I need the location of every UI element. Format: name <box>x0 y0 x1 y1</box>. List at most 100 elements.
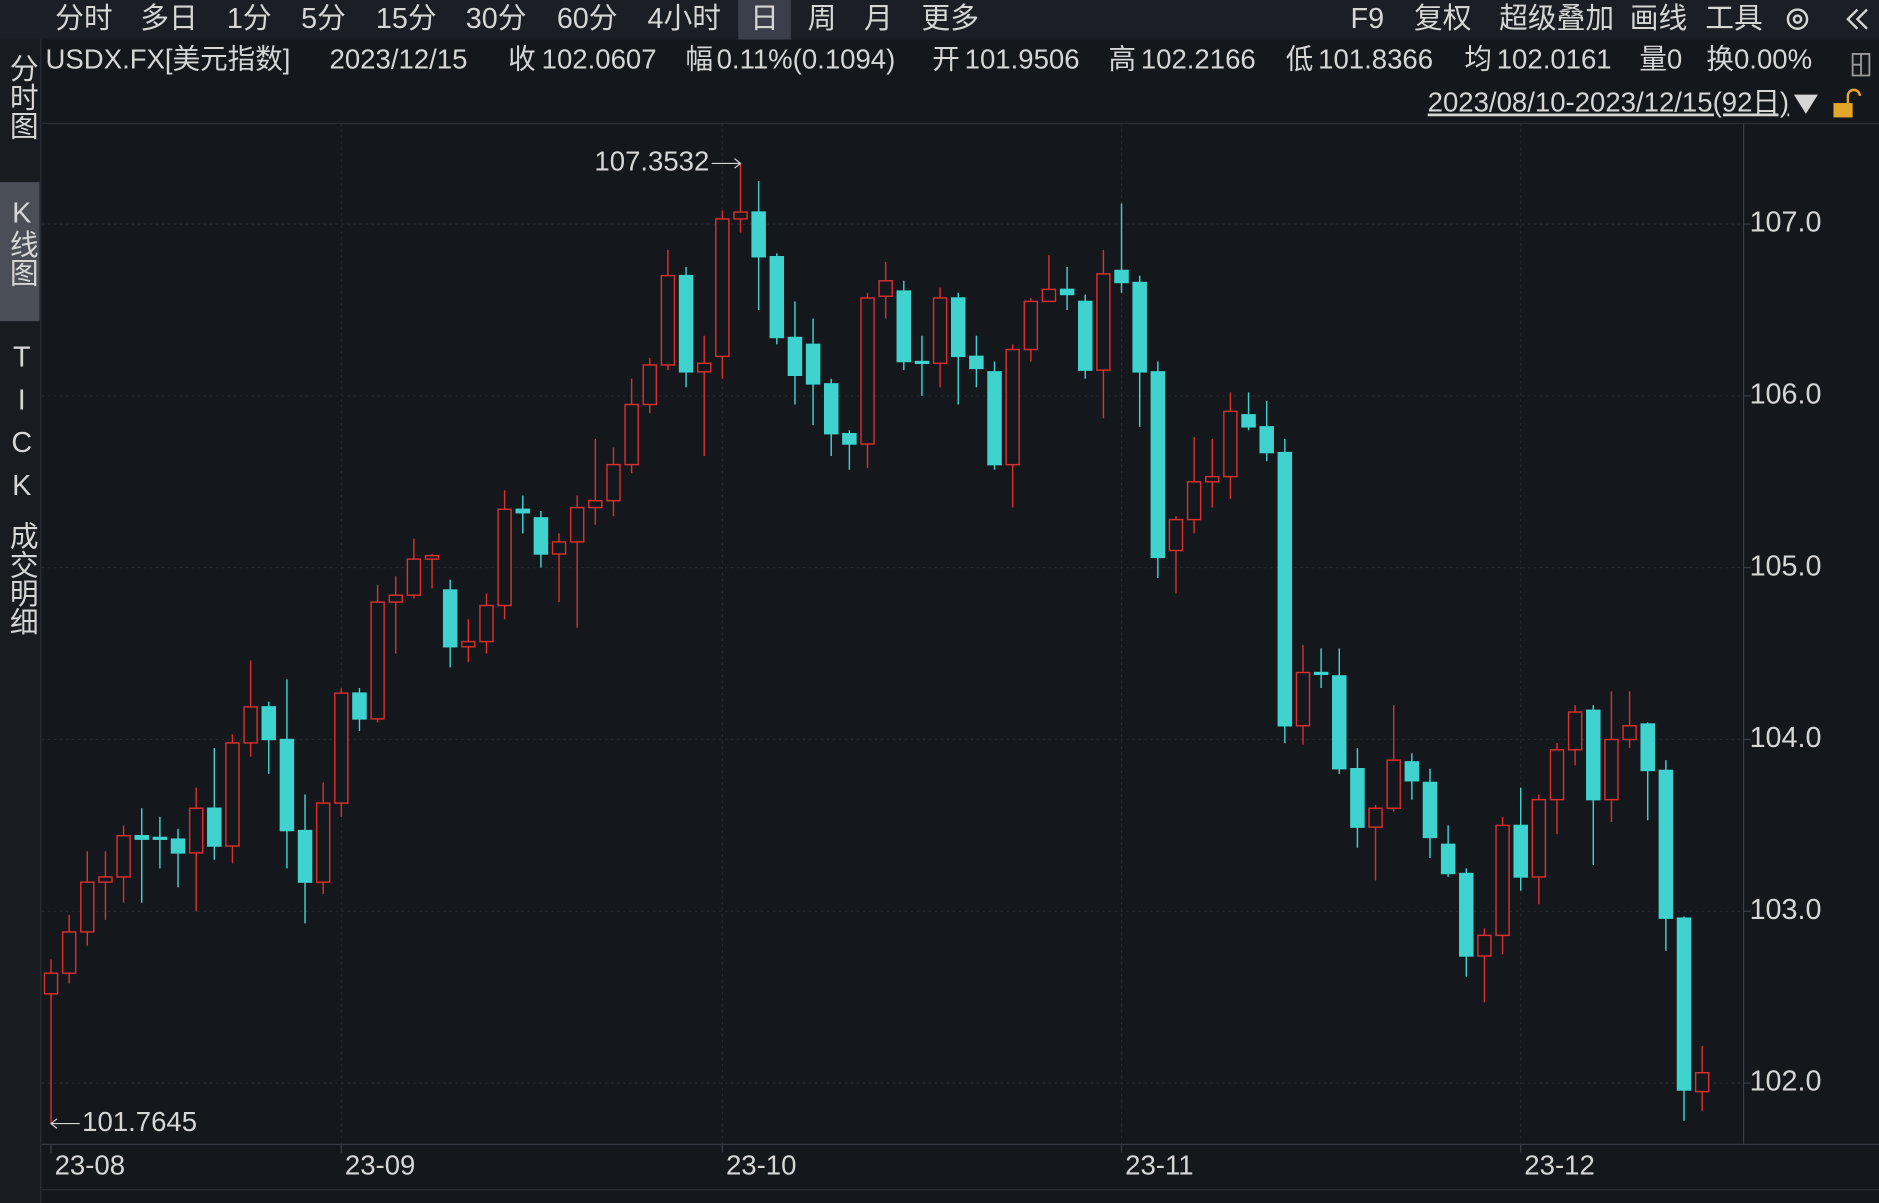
toolbar <box>0 0 1879 40</box>
range-dropdown[interactable] <box>1793 94 1818 114</box>
candle-body <box>1640 723 1655 772</box>
info-field: 102.0607 <box>542 43 657 74</box>
candle-body <box>969 355 984 370</box>
lock-shackle[interactable] <box>1846 88 1862 104</box>
info-field: 102.2166 <box>1141 43 1256 74</box>
candle-body <box>1041 288 1057 303</box>
toolbar-button[interactable]: 15分 <box>376 3 437 35</box>
candle-body <box>1604 738 1619 801</box>
toolbar-right-button[interactable]: F9 <box>1351 3 1385 35</box>
toolbar-button[interactable]: 更多 <box>922 3 980 35</box>
candle-body <box>950 297 966 358</box>
toolbar-right-button[interactable]: 超级叠加 <box>1499 3 1614 35</box>
toolbar-button[interactable]: 60分 <box>557 3 618 35</box>
toolbar-button[interactable]: 4小时 <box>648 3 722 35</box>
x-tick-label: 23-12 <box>1524 1149 1594 1180</box>
candle-body <box>279 738 295 832</box>
candle-body <box>497 508 512 607</box>
candle-body <box>61 931 77 974</box>
candle-body <box>660 274 676 366</box>
candle-body <box>588 499 603 509</box>
info-field: 开 <box>932 43 960 74</box>
info-field: 102.0161 <box>1497 43 1612 74</box>
toolbar-right-button[interactable]: 工具 <box>1705 3 1763 35</box>
candle-body <box>134 835 149 840</box>
candle-body <box>98 876 113 883</box>
sidebar-tab[interactable]: K线图 <box>6 198 38 287</box>
sidebar-tab[interactable]: 成交明细 <box>6 521 38 636</box>
high-label: 107.3532 <box>594 146 709 177</box>
candle-body <box>1186 481 1202 521</box>
candle-body <box>188 807 204 854</box>
candle-body <box>1567 711 1583 751</box>
candle-body <box>442 589 458 648</box>
panel-icon[interactable] <box>1851 53 1871 77</box>
candle-body <box>1549 749 1565 801</box>
x-tick-label: 23-09 <box>345 1149 415 1180</box>
gear-center[interactable] <box>1792 14 1803 24</box>
candle-body <box>43 972 59 995</box>
candle-body <box>225 742 240 847</box>
candle-body <box>1005 348 1020 466</box>
candle-body <box>461 640 476 648</box>
candle-body <box>1586 709 1601 801</box>
info-field: 收 <box>508 43 536 74</box>
candle-body <box>932 297 948 364</box>
y-tick-label: 105.0 <box>1750 550 1822 582</box>
candle-body <box>424 554 440 560</box>
toolbar-button[interactable]: 日 <box>750 3 779 35</box>
candle-body <box>733 211 748 220</box>
candle-body <box>624 403 639 466</box>
candle-body <box>1459 872 1474 957</box>
date-range[interactable]: 2023/08/10-2023/12/15(92日) <box>1428 87 1789 118</box>
toolbar-button[interactable]: 1分 <box>227 3 272 35</box>
lock-body[interactable] <box>1833 103 1853 118</box>
candle-body <box>352 692 367 720</box>
candle-body <box>1513 824 1528 878</box>
candle-body <box>1658 769 1674 919</box>
candle-body <box>551 541 567 555</box>
low-arrowhead <box>50 1118 58 1129</box>
toolbar-button[interactable]: 5分 <box>301 3 346 35</box>
candle-body <box>515 508 531 514</box>
candle-body <box>860 297 875 445</box>
candle-body <box>315 802 331 883</box>
toolbar-button[interactable]: 月 <box>864 3 893 35</box>
toolbar-button[interactable]: 周 <box>808 3 837 35</box>
toolbar-right-button[interactable]: 复权 <box>1414 3 1472 35</box>
candle-body <box>243 706 258 744</box>
low-label: 101.7645 <box>82 1106 197 1137</box>
toolbar-button[interactable]: 分时 <box>55 3 113 35</box>
x-tick-label: 23-11 <box>1125 1149 1193 1180</box>
info-field: 均 <box>1464 43 1492 74</box>
candle-body <box>370 601 385 720</box>
candle-body <box>914 360 930 365</box>
gear[interactable] <box>1786 8 1809 30</box>
candle-body <box>751 211 766 258</box>
sidebar-tab[interactable]: TICK <box>6 341 38 512</box>
candle-body <box>1350 768 1365 828</box>
collapse-icon[interactable] <box>1846 8 1868 30</box>
toolbar-right-button[interactable]: 画线 <box>1630 3 1688 35</box>
candle-body <box>1531 798 1547 878</box>
lock-icon[interactable] <box>1833 88 1862 118</box>
y-tick-label: 104.0 <box>1750 722 1822 754</box>
candle-body <box>1205 475 1220 483</box>
candle-body <box>1676 917 1692 1091</box>
candle-body <box>479 604 494 643</box>
sidebar-tab[interactable]: 分时图 <box>6 54 38 140</box>
candle-body <box>388 594 404 603</box>
candle-body <box>1404 761 1420 782</box>
candle-body <box>1313 671 1329 676</box>
candle-body <box>696 362 712 373</box>
toolbar-button[interactable]: 多日 <box>140 3 198 35</box>
candle-body <box>170 838 186 854</box>
candle-body <box>1223 410 1238 478</box>
candle-body <box>987 371 1002 466</box>
settings-icon[interactable] <box>1786 8 1809 30</box>
candle-body <box>896 290 912 363</box>
toolbar-button[interactable]: 30分 <box>466 3 527 35</box>
info-field: 量0 <box>1639 43 1682 74</box>
candle-body <box>1440 843 1456 875</box>
